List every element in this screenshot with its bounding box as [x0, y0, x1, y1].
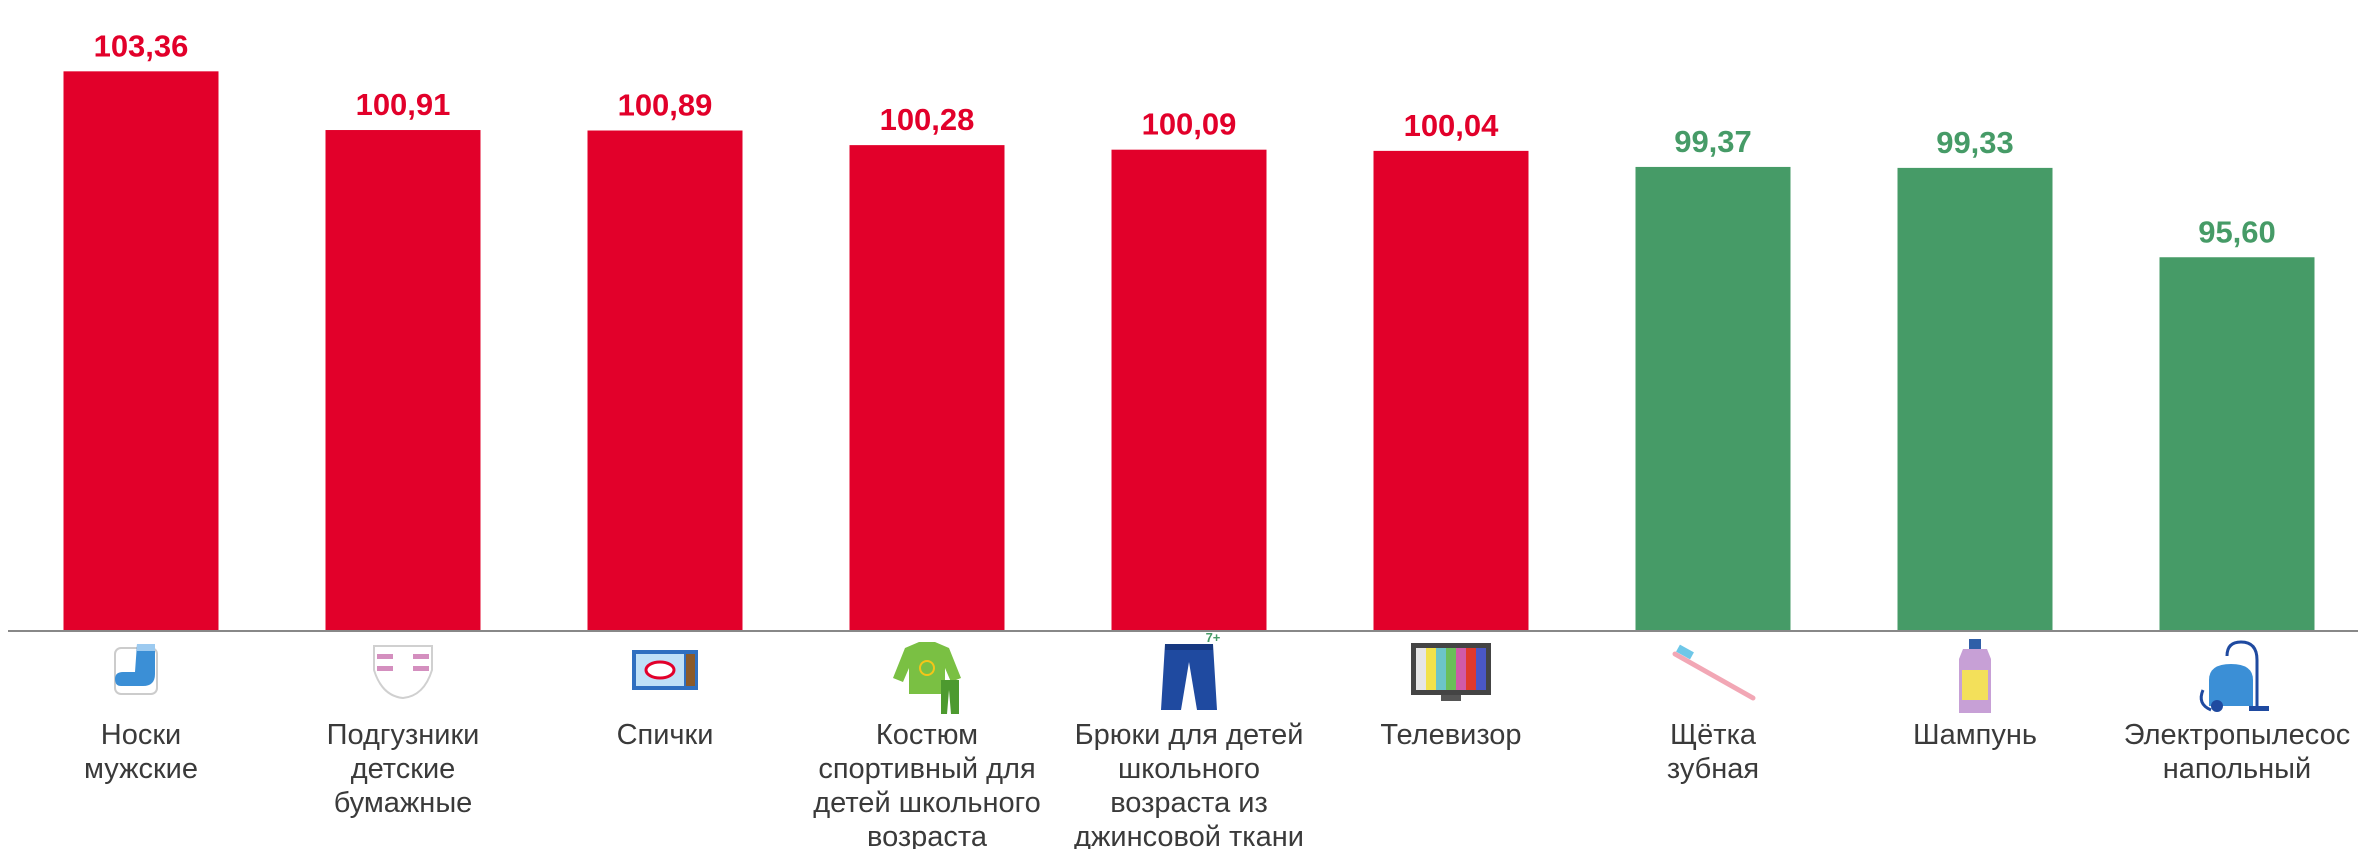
value-label: 99,33	[1936, 125, 2014, 160]
value-label: 99,37	[1674, 124, 1752, 159]
bar	[325, 130, 481, 631]
value-label: 100,89	[618, 88, 713, 123]
value-label: 100,28	[880, 102, 975, 137]
bars-group	[63, 71, 2315, 632]
matchbox-icon	[632, 650, 698, 690]
category-label: Спички	[617, 719, 714, 751]
category-label: Подгузники детские бумажные	[327, 719, 480, 819]
bar	[1373, 150, 1529, 631]
vacuum-cleaner-icon	[2199, 640, 2269, 712]
category-label: Телевизор	[1380, 719, 1521, 751]
icons-group: 7+	[114, 630, 2269, 714]
value-label: 100,04	[1404, 108, 1500, 143]
jeans-icon	[1161, 644, 1217, 710]
bar	[1635, 166, 1791, 632]
bar	[2159, 257, 2315, 631]
bar	[63, 71, 219, 632]
value-labels-group: 103,36 100,91 100,89 100,28 100,09 100,04 99,3…	[94, 28, 2276, 249]
category-label: Щётка зубная	[1667, 719, 1759, 785]
tv-icon	[1411, 643, 1491, 701]
sock-icon	[114, 644, 158, 695]
shampoo-icon	[1959, 639, 1991, 713]
bar	[849, 145, 1005, 631]
value-label: 103,36	[94, 28, 189, 63]
age-badge: 7+	[1206, 630, 1221, 645]
tracksuit-icon	[893, 642, 961, 714]
value-label: 95,60	[2198, 214, 2276, 249]
bar	[1897, 167, 2053, 631]
category-label: Брюки для детей школьного возраста из джинс…	[1074, 719, 1304, 849]
value-label: 100,09	[1142, 107, 1237, 142]
value-label: 100,91	[356, 87, 451, 122]
category-labels-group: Носки мужские Подгузники детские бумажные Спи…	[84, 719, 2350, 849]
toothbrush-icon	[1672, 644, 1756, 701]
category-label: Шампунь	[1913, 719, 2037, 751]
diaper-icon	[373, 645, 433, 700]
bar	[587, 130, 743, 631]
bar	[1111, 149, 1267, 632]
category-label: Носки мужские	[84, 719, 198, 785]
category-label: Костюм спортивный для детей школьного возра…	[813, 719, 1040, 849]
category-label: Электропылесос напольный	[2124, 719, 2351, 785]
